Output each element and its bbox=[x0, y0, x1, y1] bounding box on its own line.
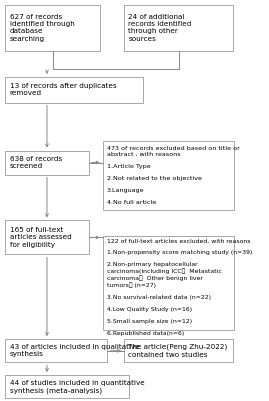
FancyBboxPatch shape bbox=[5, 375, 129, 398]
FancyBboxPatch shape bbox=[103, 141, 235, 211]
FancyBboxPatch shape bbox=[5, 339, 108, 363]
FancyBboxPatch shape bbox=[124, 5, 233, 51]
FancyBboxPatch shape bbox=[124, 339, 233, 363]
Text: 44 of studies included in quantitative
synthesis (meta-analysis): 44 of studies included in quantitative s… bbox=[10, 380, 144, 394]
Text: 43 of articles included in qualitative
synthesis: 43 of articles included in qualitative s… bbox=[10, 344, 139, 357]
Text: 627 of records
identified through
database
searching: 627 of records identified through databa… bbox=[10, 14, 75, 42]
Text: 122 of full-text articles excluded, with reasons

1.Non-propensity score matchin: 122 of full-text articles excluded, with… bbox=[107, 239, 252, 336]
Text: 473 of records excluded based on title or
abstract , with reasons

1.Article Typ: 473 of records excluded based on title o… bbox=[107, 146, 240, 205]
FancyBboxPatch shape bbox=[103, 237, 235, 330]
FancyBboxPatch shape bbox=[5, 150, 89, 174]
Text: 638 of records
screened: 638 of records screened bbox=[10, 156, 62, 169]
Text: The article(Peng Zhu-2022)
contained two studies: The article(Peng Zhu-2022) contained two… bbox=[128, 344, 228, 358]
Text: 13 of records after duplicates
removed: 13 of records after duplicates removed bbox=[10, 83, 116, 96]
Text: 24 of additional
records identified
through other
sources: 24 of additional records identified thro… bbox=[128, 14, 192, 42]
FancyBboxPatch shape bbox=[5, 221, 89, 255]
Text: 165 of full-text
articles assessed
for eligibility: 165 of full-text articles assessed for e… bbox=[10, 227, 72, 248]
FancyBboxPatch shape bbox=[5, 77, 143, 103]
FancyBboxPatch shape bbox=[5, 5, 100, 51]
